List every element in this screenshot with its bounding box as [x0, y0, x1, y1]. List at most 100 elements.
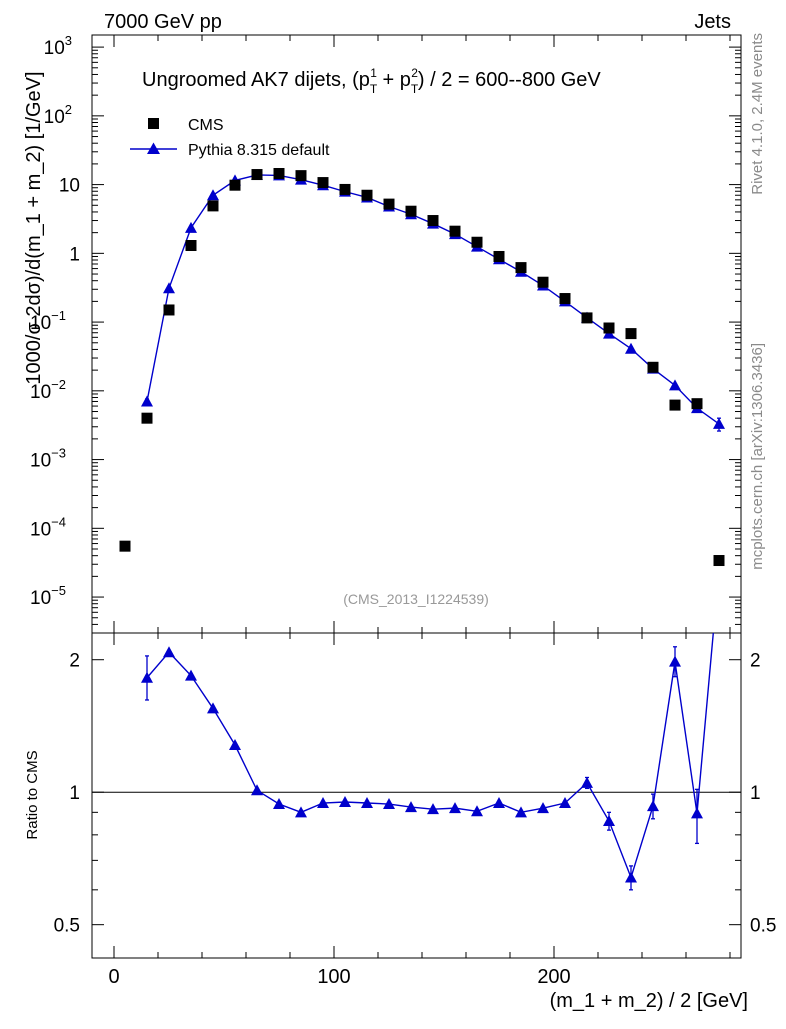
y-axis-label-ratio: Ratio to CMS [24, 750, 41, 839]
cms-point [449, 225, 461, 237]
ratio-point [625, 871, 637, 883]
ratio-point [163, 646, 175, 658]
ratio-point [185, 669, 197, 681]
cms-point [515, 262, 527, 274]
cms-point [119, 540, 131, 552]
title-sup2: 2 [411, 66, 418, 80]
ratio-point [559, 797, 571, 809]
y-tick-mantissa: 10 [30, 313, 51, 334]
y-tick-exponent: −2 [51, 377, 66, 392]
y-tick-mantissa: 1 [69, 244, 80, 265]
ratio-point [471, 805, 483, 817]
ratio-y-tick-label: 2 [69, 651, 80, 672]
ratio-point [669, 655, 681, 667]
title-sub2: T [411, 82, 419, 96]
pythia-point [141, 395, 153, 407]
cms-point [625, 328, 637, 340]
ratio-frame [91, 632, 742, 959]
cms-point [691, 398, 703, 410]
ratio-point [229, 739, 241, 751]
cms-point [339, 183, 351, 195]
legend-cms-marker [148, 118, 159, 129]
pythia-point [207, 189, 219, 201]
pythia-point [669, 379, 681, 391]
title-prefix: Ungroomed AK7 dijets, (p [142, 69, 370, 91]
ratio-y-tick-label-right: 0.5 [750, 916, 776, 937]
rivet-label: Rivet 4.1.0, 2.4M events [749, 33, 766, 195]
cms-point [405, 205, 417, 217]
cms-point [185, 240, 197, 252]
cms-point [207, 200, 219, 212]
legend-pythia-marker [147, 142, 160, 154]
ratio-point [603, 815, 615, 827]
y-tick-label: 1 [69, 244, 80, 265]
y-tick-label: 103 [44, 33, 72, 59]
ratio-point [141, 671, 153, 683]
y-tick-label: 10−2 [30, 377, 66, 403]
ratio-point [339, 795, 351, 807]
cms-point [603, 322, 615, 334]
cms-point [361, 189, 373, 201]
cms-point [317, 177, 329, 189]
cms-point [493, 250, 505, 262]
ratio-point [537, 802, 549, 814]
cms-point [713, 555, 725, 567]
ratio-point [515, 806, 527, 818]
analysis-id: (CMS_2013_I1224539) [343, 591, 489, 607]
ratio-plot: 0 100 200 2 2 1 1 0.5 0.5 [54, 35, 776, 988]
ratio-point [273, 798, 285, 810]
ratio-point [581, 776, 593, 788]
cms-point [163, 304, 175, 316]
pythia-line [146, 174, 720, 425]
legend-cms-label: CMS [188, 117, 224, 134]
cms-point [537, 276, 549, 288]
x-tick-label: 100 [317, 966, 350, 988]
y-tick-exponent: −5 [51, 583, 66, 598]
ratio-point [449, 802, 461, 814]
y-tick-label: 10−5 [30, 583, 66, 609]
legend-pythia-label: Pythia 8.315 default [188, 142, 330, 159]
y-axis-label-main: 1000/σ 2dσ)/d(m_1 + m_2) [1/GeV] [23, 71, 45, 384]
ratio-point [691, 807, 703, 819]
chart-title: Ungroomed AK7 dijets, (pT1 + pT2) / 2 = … [142, 66, 601, 96]
cms-point [427, 215, 439, 227]
ratio-point [317, 797, 329, 809]
y-tick-exponent: −3 [51, 446, 66, 461]
y-tick-label: 10−4 [30, 514, 66, 540]
ratio-y-tick-label: 0.5 [54, 916, 80, 937]
ratio-point [493, 797, 505, 809]
ratio-point [361, 797, 373, 809]
ratio-point [295, 806, 307, 818]
cms-point [559, 293, 571, 305]
ratio-point [251, 784, 263, 796]
cms-point [647, 361, 659, 373]
header-left: 7000 GeV pp [104, 11, 222, 33]
ratio-point [405, 801, 417, 813]
y-tick-mantissa: 10 [30, 451, 51, 472]
x-tick-label: 0 [108, 966, 119, 988]
y-tick-exponent: 2 [65, 102, 72, 117]
y-tick-mantissa: 10 [30, 588, 51, 609]
title-suffix: ) / 2 = 600--800 GeV [418, 69, 602, 91]
mcplots-label: mcplots.cern.ch [arXiv:1306.3436] [749, 343, 766, 570]
title-sup1: 1 [370, 66, 377, 80]
y-tick-exponent: −1 [51, 308, 66, 323]
ratio-line [146, 632, 714, 880]
cms-point [669, 399, 681, 411]
cms-point [471, 236, 483, 248]
y-tick-exponent: −4 [51, 514, 66, 529]
ratio-y-tick-label-right: 1 [750, 783, 761, 804]
y-tick-mantissa: 10 [44, 107, 65, 128]
y-tick-label: 10 [59, 176, 80, 197]
y-tick-exponent: 3 [65, 33, 72, 48]
y-tick-label: 10−3 [30, 446, 66, 472]
ratio-y-tick-label-right: 2 [750, 651, 761, 672]
x-tick-label: 200 [537, 966, 570, 988]
pythia-point [185, 221, 197, 233]
cms-point [229, 179, 241, 191]
cms-point [251, 169, 263, 181]
ratio-point [207, 702, 219, 714]
title-mid: + p [377, 69, 411, 91]
